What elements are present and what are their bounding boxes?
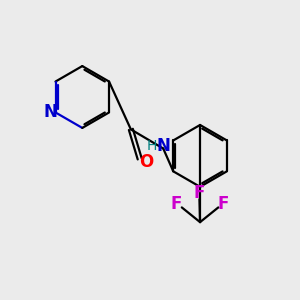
Text: N: N (156, 137, 170, 155)
Text: O: O (139, 153, 153, 171)
Text: F: F (194, 184, 205, 202)
Text: H: H (147, 139, 157, 153)
Text: F: F (218, 195, 229, 213)
Text: F: F (171, 195, 182, 213)
Text: N: N (43, 103, 57, 122)
